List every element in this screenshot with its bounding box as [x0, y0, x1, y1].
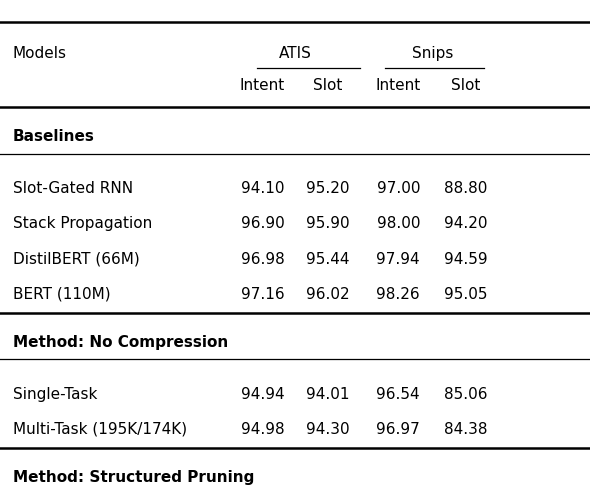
- Text: 94.20: 94.20: [444, 217, 488, 231]
- Text: 94.01: 94.01: [306, 387, 349, 402]
- Text: 95.20: 95.20: [306, 182, 349, 196]
- Text: Slot: Slot: [313, 78, 342, 93]
- Text: Snips: Snips: [412, 46, 453, 61]
- Text: 88.80: 88.80: [444, 182, 488, 196]
- Text: DistilBERT (66M): DistilBERT (66M): [13, 252, 140, 266]
- Text: 94.10: 94.10: [241, 182, 284, 196]
- Text: 98.26: 98.26: [376, 287, 420, 302]
- Text: 95.44: 95.44: [306, 252, 349, 266]
- Text: 94.59: 94.59: [444, 252, 488, 266]
- Text: 85.06: 85.06: [444, 387, 488, 402]
- Text: 94.94: 94.94: [241, 387, 284, 402]
- Text: 97.16: 97.16: [241, 287, 284, 302]
- Text: BERT (110M): BERT (110M): [13, 287, 110, 302]
- Text: 96.98: 96.98: [241, 252, 284, 266]
- Text: 96.90: 96.90: [241, 217, 284, 231]
- Text: ATIS: ATIS: [278, 46, 312, 61]
- Text: Multi-Task (195K/174K): Multi-Task (195K/174K): [13, 422, 187, 437]
- Text: Models: Models: [13, 46, 67, 61]
- Text: 95.90: 95.90: [306, 217, 349, 231]
- Text: 96.97: 96.97: [376, 422, 420, 437]
- Text: 95.05: 95.05: [444, 287, 488, 302]
- Text: Intent: Intent: [376, 78, 421, 93]
- Text: 96.54: 96.54: [376, 387, 420, 402]
- Text: 94.30: 94.30: [306, 422, 349, 437]
- Text: Single-Task: Single-Task: [13, 387, 97, 402]
- Text: Intent: Intent: [240, 78, 285, 93]
- Text: Slot: Slot: [451, 78, 481, 93]
- Text: 97.94: 97.94: [376, 252, 420, 266]
- Text: Method: Structured Pruning: Method: Structured Pruning: [13, 470, 254, 485]
- Text: 84.38: 84.38: [444, 422, 488, 437]
- Text: 97.00: 97.00: [376, 182, 420, 196]
- Text: Slot-Gated RNN: Slot-Gated RNN: [13, 182, 133, 196]
- Text: Stack Propagation: Stack Propagation: [13, 217, 152, 231]
- Text: 96.02: 96.02: [306, 287, 349, 302]
- Text: 98.00: 98.00: [376, 217, 420, 231]
- Text: 94.98: 94.98: [241, 422, 284, 437]
- Text: Method: No Compression: Method: No Compression: [13, 335, 228, 349]
- Text: Baselines: Baselines: [13, 129, 95, 144]
